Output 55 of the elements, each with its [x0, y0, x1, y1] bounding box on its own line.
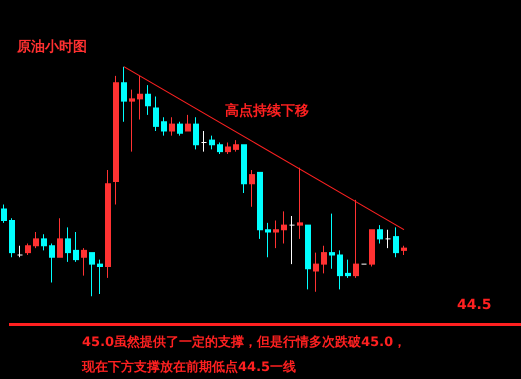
- candlestick: [81, 248, 87, 276]
- candlestick: [249, 170, 255, 208]
- candlestick: [9, 218, 15, 258]
- candlestick: [41, 234, 47, 251]
- text: 45.0虽然提供了一定的支撑，但是行情多次跌破45.0，: [82, 334, 406, 350]
- candlestick: [401, 245, 407, 256]
- candlestick: [201, 130, 207, 152]
- candlestick: [313, 252, 319, 292]
- candlestick: [217, 142, 223, 154]
- candlestick: [97, 259, 103, 295]
- candlestick: [225, 142, 231, 154]
- candlestick: [369, 229, 375, 267]
- candlestick: [177, 121, 183, 136]
- text: 现在下方支撑放在前期低点44.5一线: [81, 359, 296, 375]
- text: 44.5: [457, 297, 492, 313]
- candlestick: [121, 66, 127, 122]
- candlestick: [1, 204, 7, 224]
- candlestick: [137, 75, 143, 120]
- candlestick: [49, 242, 55, 284]
- candlestick: [17, 245, 23, 258]
- candlestick: [321, 245, 327, 274]
- candlestick: [393, 226, 399, 258]
- candlestick: [33, 232, 39, 249]
- candlestick: [297, 167, 303, 240]
- candlestick: [353, 199, 359, 278]
- candlestick: [289, 215, 295, 265]
- candlestick: [153, 96, 159, 132]
- candlestick: [305, 224, 311, 290]
- candlestick: [73, 232, 79, 262]
- candlestick: [329, 213, 335, 270]
- candlestick: [169, 116, 175, 136]
- candlestick: [25, 242, 31, 256]
- candlestick: [57, 218, 63, 258]
- candlestick: [257, 172, 263, 240]
- candlestick: [161, 116, 167, 136]
- candlestick: [193, 116, 199, 150]
- candlestick: [385, 229, 391, 249]
- candlestick: [89, 252, 95, 297]
- candlestick: [233, 140, 239, 152]
- candlestick: [145, 84, 151, 116]
- candlestick: [377, 224, 383, 244]
- candlestick: [241, 144, 247, 194]
- candlestick: [337, 250, 343, 290]
- candlestick: [265, 222, 271, 258]
- candlestick: [65, 226, 71, 262]
- candlestick: [129, 89, 135, 152]
- candlestick: [273, 220, 279, 249]
- candlestick: [345, 259, 351, 278]
- candlestick: [105, 170, 111, 278]
- chart-title: 原油小时图: [16, 39, 87, 55]
- candlestick: [113, 75, 119, 205]
- annotation: 高点持续下移: [225, 102, 309, 119]
- candlestick: [209, 135, 215, 150]
- candlestick: [281, 210, 287, 244]
- candlestick: [185, 114, 191, 132]
